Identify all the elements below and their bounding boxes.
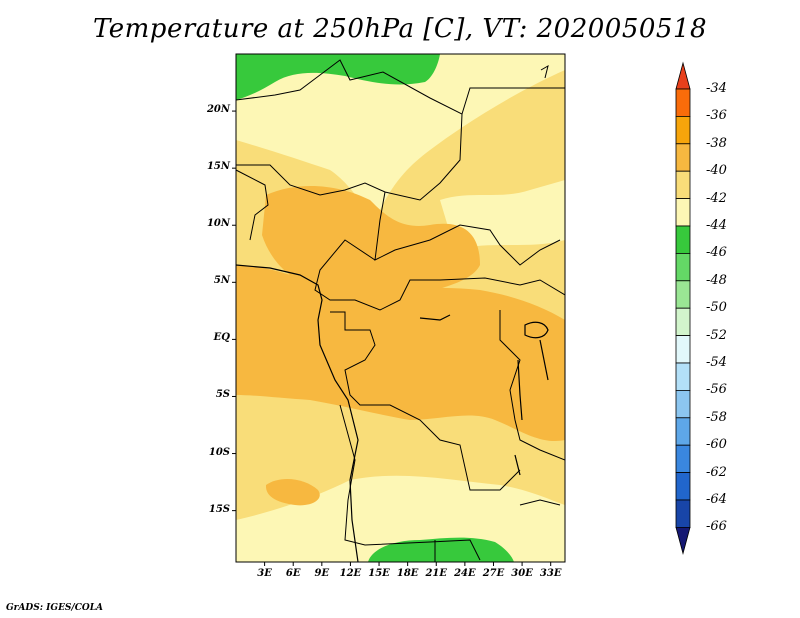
lon-tick-label: 18E (396, 568, 419, 579)
colorbar-segment (675, 499, 691, 528)
lat-tick-marks (232, 110, 236, 512)
lat-tick-label: 5S (215, 389, 230, 401)
colorbar-segment (675, 116, 691, 145)
lon-tick-label: 27E (482, 568, 505, 579)
colorbar-label: -64 (706, 492, 727, 507)
lon-tick-label: 21E (425, 568, 448, 579)
colorbar-segment (675, 198, 691, 227)
colorbar-segment (675, 88, 691, 117)
lon-tick-label: 24E (454, 568, 476, 579)
lat-tick-label: EQ (213, 332, 230, 344)
colorbar-segment (675, 225, 691, 254)
lon-tick-marks (264, 562, 552, 566)
colorbar-label: -48 (706, 272, 727, 288)
band-minus38-central (236, 265, 565, 441)
plot-frame (235, 53, 566, 563)
lon-tick-label: 15E (368, 568, 390, 579)
colorbar-label: -62 (706, 464, 727, 480)
colorbar-label: -56 (706, 382, 727, 398)
colorbar-label: -36 (706, 108, 727, 124)
colorbar-label: -54 (706, 355, 727, 370)
colorbar (675, 61, 691, 555)
temperature-field (236, 54, 565, 562)
colorbar-segment (675, 417, 691, 446)
map-title: Temperature at 250hPa [C], VT: 202005051… (92, 14, 708, 44)
colorbar-segment (675, 307, 691, 337)
colorbar-segment (675, 143, 691, 172)
colorbar-label: -42 (706, 190, 727, 206)
colorbar-segment (675, 444, 691, 474)
coastlines (236, 264, 549, 562)
colorbar-label: -44 (706, 218, 727, 233)
lon-tick-label: 3E (257, 568, 272, 579)
colorbar-bottom-arrow (675, 527, 691, 555)
lat-tick-label: 10N (206, 218, 230, 230)
lon-tick-label: 6E (285, 568, 301, 579)
colorbar-label: -58 (706, 409, 727, 425)
colorbar-top-arrow (675, 61, 691, 90)
colorbar-segment (675, 170, 691, 199)
colorbar-segment (675, 472, 691, 501)
colorbar-label: -40 (706, 163, 727, 179)
lat-tick-label: 5N (213, 275, 230, 287)
lat-tick-label: 15S (208, 503, 230, 515)
colorbar-label: -34 (706, 81, 727, 96)
band-minus42-north (236, 54, 565, 216)
lat-tick-label: 20N (206, 104, 230, 116)
lon-tick-label: 9E (314, 568, 330, 579)
colorbar-segment (675, 389, 691, 419)
credit-text: GrADS: IGES/COLA (6, 603, 104, 613)
lon-tick-label: 30E (511, 568, 533, 579)
band-minus38-south-blob (265, 478, 320, 506)
colorbar-label: -46 (706, 245, 727, 261)
colorbar-segment (675, 252, 691, 282)
colorbar-label: -50 (706, 300, 727, 316)
colorbar-segment (675, 335, 691, 364)
colorbar-label: -38 (706, 135, 727, 151)
lat-tick-label: 15N (206, 161, 230, 173)
colorbar-label: -52 (706, 327, 727, 343)
colorbar-segment (675, 362, 691, 391)
colorbar-label: -60 (706, 437, 727, 453)
lon-tick-label: 33E (539, 568, 562, 579)
band-minus44-north (236, 54, 440, 100)
band-minus42-east (440, 180, 565, 250)
lon-tick-label: 12E (339, 568, 362, 579)
colorbar-segment (675, 280, 691, 309)
band-minus38-north (262, 185, 480, 300)
lat-tick-label: 10S (208, 446, 230, 458)
colorbar-label: -66 (706, 519, 727, 535)
